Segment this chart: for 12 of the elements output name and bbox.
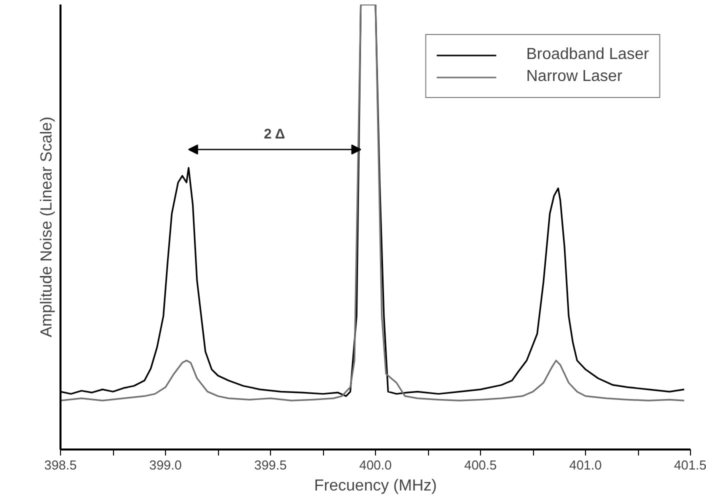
x-tick-label: 399.0 bbox=[149, 458, 182, 472]
legend-label: Narrow Laser bbox=[526, 68, 622, 86]
x-axis-title: Frecuency (MHz) bbox=[314, 478, 437, 494]
x-tick-label: 401.0 bbox=[569, 458, 602, 472]
legend-label: Broadband Laser bbox=[526, 46, 649, 64]
x-tick-label: 400.5 bbox=[464, 458, 497, 472]
x-tick-label: 398.5 bbox=[44, 458, 77, 472]
y-axis-title: Amplitude Noise (Linear Scale) bbox=[38, 116, 56, 338]
x-tick-label: 400.0 bbox=[359, 458, 392, 472]
annotation: 2 Δ bbox=[264, 126, 286, 142]
x-tick-label: 399.5 bbox=[254, 458, 287, 472]
x-tick-label: 401.5 bbox=[674, 458, 706, 472]
